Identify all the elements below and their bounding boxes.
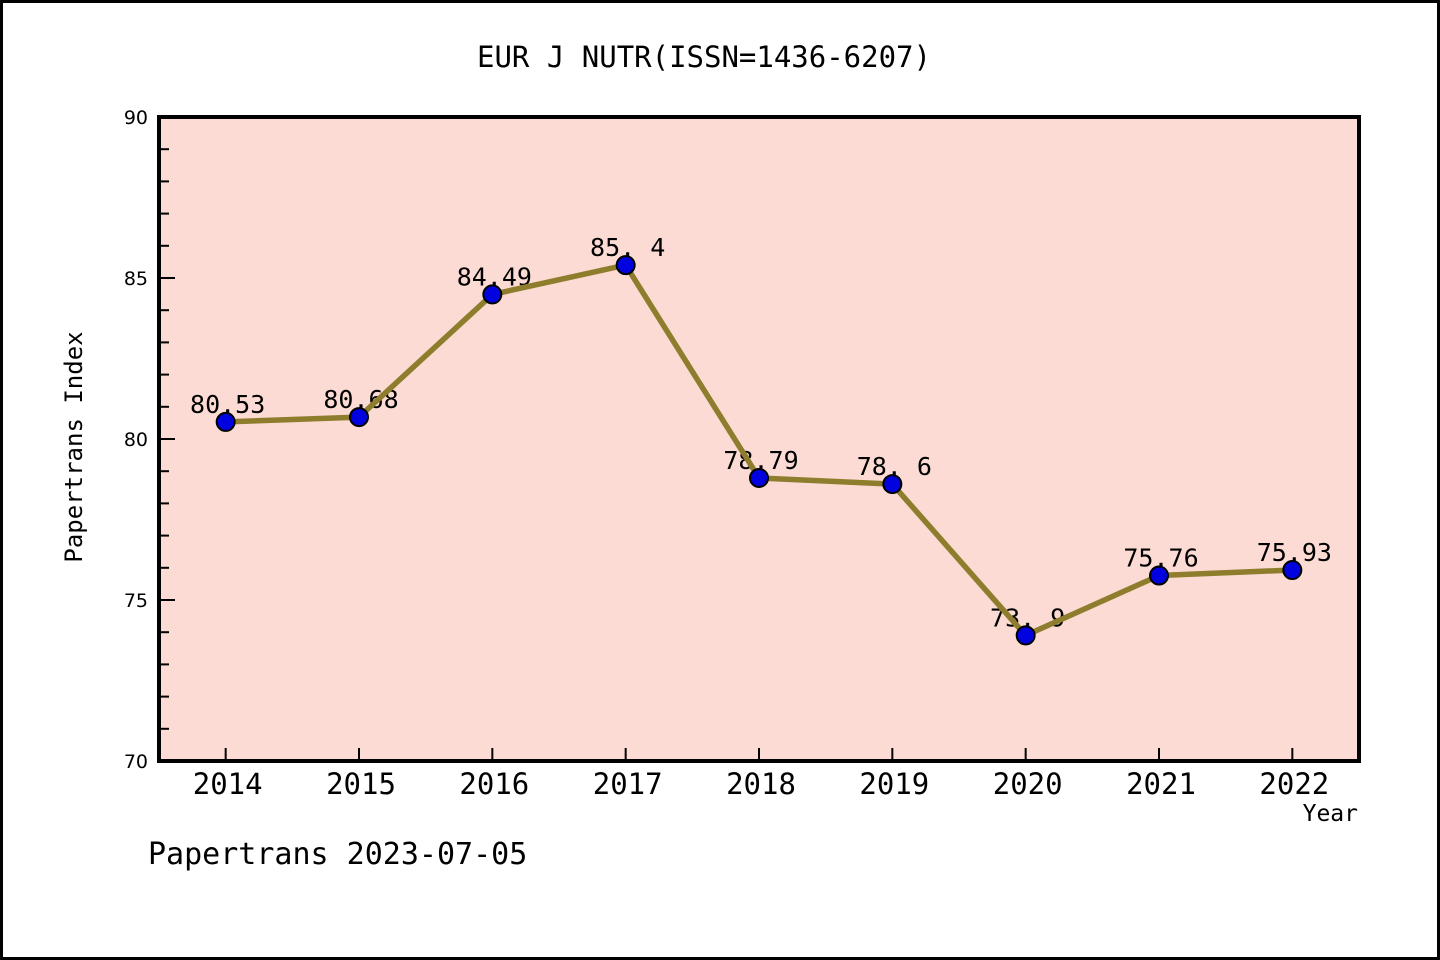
data-point [215, 411, 236, 432]
x-tick-label: 2019 [859, 767, 929, 801]
x-tick-label: 2022 [1259, 767, 1329, 801]
watermark-text: Papertrans 2023-07-05 [148, 837, 527, 872]
y-tick-label: 80 [124, 429, 148, 451]
x-tick-label: 2017 [593, 767, 663, 801]
data-point [1015, 625, 1036, 646]
data-point [349, 407, 369, 428]
x-tick-label: 2018 [726, 767, 796, 801]
data-point [615, 255, 636, 276]
data-point [1149, 565, 1169, 586]
plot-area-layer: 70 75 80 85 90 2014 2015 2016 2017 2018 2019 2020 20… [124, 107, 1361, 801]
data-point [482, 284, 503, 305]
x-tick-label: 2015 [326, 767, 396, 801]
x-tick-label: 2014 [193, 767, 263, 801]
y-axis-title: Papertrans Index [60, 331, 88, 562]
plot-background [157, 115, 1361, 763]
x-tick-label: 2016 [459, 767, 529, 801]
data-point [1282, 560, 1303, 581]
chart-title: EUR J NUTR(ISSN=1436-6207) [477, 40, 931, 74]
x-tick-label: 2021 [1126, 767, 1196, 801]
y-tick-label: 85 [124, 268, 148, 290]
data-point [882, 474, 903, 495]
x-tick-label: 2020 [993, 767, 1063, 801]
y-tick-label: 70 [124, 751, 148, 773]
x-axis-title: Year [1303, 801, 1358, 827]
y-tick-label: 90 [124, 107, 148, 129]
y-tick-label: 75 [124, 590, 148, 612]
data-point [749, 467, 769, 488]
